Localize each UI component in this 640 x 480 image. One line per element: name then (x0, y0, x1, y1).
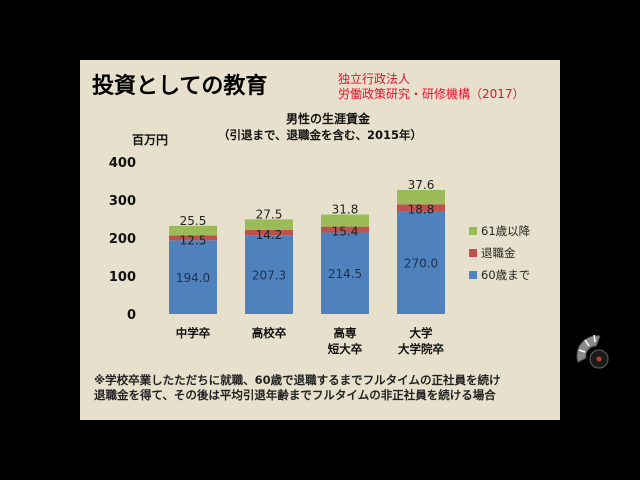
bar-segment (245, 229, 293, 236)
data-label: 15.4 (332, 225, 359, 239)
data-label: 14.2 (256, 228, 283, 242)
legend-label: 60歳まで (481, 268, 530, 282)
footnote-line-1: ※学校卒業したただちに就職、60歳で退職するまでフルタイムの正社員を続け (94, 373, 501, 387)
slide-title: 投資としての教育 (92, 74, 268, 99)
bar-segment (321, 226, 369, 233)
data-label: 37.6 (408, 178, 435, 192)
slide-navigation-dial-icon[interactable] (570, 330, 614, 374)
bar-segment (245, 219, 293, 230)
stacked-bar-chart: 男性の生涯賃金 （引退まで、退職金を含む、2015年） 百万円 0 100 200 300 4… (109, 111, 531, 356)
data-label: 214.5 (328, 267, 362, 281)
footnote: ※学校卒業したただちに就職、60歳で退職するまでフルタイムの正社員を続け 退職金… (94, 373, 554, 403)
footnote-line-2: 退職金を得て、その後は平均引退年齢までフルタイムの非正社員を続ける場合 (94, 388, 496, 402)
slide: 投資としての教育 独立行政法人 労働政策研究・研修機構（2017） 男性の生涯賃… (80, 60, 560, 420)
bar-segment (397, 211, 445, 314)
category-label: 大学院卒 (398, 342, 444, 356)
y-tick-label: 300 (109, 194, 136, 209)
category-label: 高専 (334, 326, 357, 340)
y-tick-label: 400 (109, 156, 136, 171)
bar-segment (321, 232, 369, 314)
chart-subtitle: （引退まで、退職金を含む、2015年） (218, 128, 422, 142)
legend-label: 退職金 (481, 246, 516, 260)
y-tick-label: 200 (109, 232, 136, 247)
bar-segment (169, 235, 217, 241)
data-label: 207.3 (252, 269, 286, 283)
category-label: 短大卒 (328, 342, 363, 356)
y-tick-label: 0 (127, 308, 136, 323)
bar-segment (397, 189, 445, 205)
source-citation: 労働政策研究・研修機構（2017） (338, 87, 525, 101)
bar-segment (245, 235, 293, 314)
data-label: 270.0 (404, 257, 438, 271)
data-label: 12.5 (180, 234, 207, 248)
category-label: 高校卒 (252, 326, 287, 340)
data-label: 27.5 (256, 207, 283, 221)
bar-segment (169, 225, 217, 236)
bar-segment (397, 204, 445, 212)
chart-title: 男性の生涯賃金 (286, 111, 371, 126)
legend-label: 61歳以降 (481, 224, 531, 238)
y-axis-unit-label: 百万円 (132, 133, 168, 147)
data-label: 25.5 (180, 214, 207, 228)
category-label: 大学 (410, 326, 433, 340)
bar-segment (169, 240, 217, 314)
y-tick-label: 100 (109, 270, 136, 285)
legend-swatch (469, 227, 477, 235)
legend-swatch (469, 249, 477, 257)
category-label: 中学卒 (176, 326, 211, 340)
legend-swatch (469, 271, 477, 279)
data-label: 18.8 (408, 202, 435, 216)
bar-segment (321, 214, 369, 227)
source-organization: 独立行政法人 (338, 72, 411, 86)
data-label: 31.8 (332, 203, 359, 217)
data-label: 194.0 (176, 271, 210, 285)
